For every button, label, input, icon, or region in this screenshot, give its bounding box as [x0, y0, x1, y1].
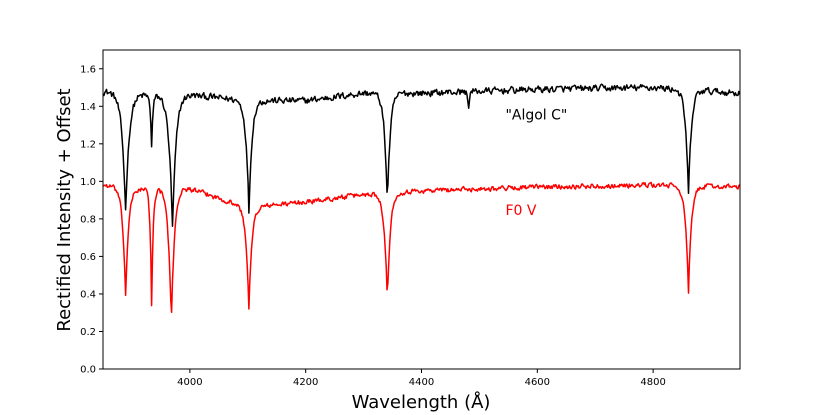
y-tick-label: 0.2 [80, 327, 96, 338]
y-tick-label: 1.6 [80, 64, 96, 75]
y-tick-label: 1.4 [80, 102, 96, 113]
x-tick-label: 4400 [409, 377, 434, 388]
y-tick-label: 1.0 [80, 177, 96, 188]
series-line [102, 181, 741, 314]
y-axis-label: Rectified Intensity + Offset [54, 88, 75, 331]
axes-layer: 4000 4200 4400 4600 4800 0.0 0.2 0.4 0.6 0.8 1.0 1.… [80, 49, 741, 388]
x-tick-label: 4600 [525, 377, 550, 388]
series-line [102, 83, 741, 227]
y-tick-label: 0.8 [80, 214, 96, 225]
annotation-layer: "Algol C" F0 V [505, 107, 567, 219]
series-annotation: F0 V [505, 203, 536, 219]
y-tick-label: 1.2 [80, 139, 96, 150]
x-axis-label: Wavelength (Å) [352, 391, 491, 413]
y-tick-label: 0.6 [80, 252, 96, 263]
series-layer [102, 83, 741, 314]
y-tick-label: 0.4 [80, 289, 96, 300]
y-tick-label: 0.0 [80, 365, 96, 376]
x-tick-label: 4200 [293, 377, 318, 388]
x-tick-label: 4800 [640, 377, 665, 388]
series-annotation: "Algol C" [505, 107, 567, 123]
x-tick-label: 4000 [177, 377, 202, 388]
